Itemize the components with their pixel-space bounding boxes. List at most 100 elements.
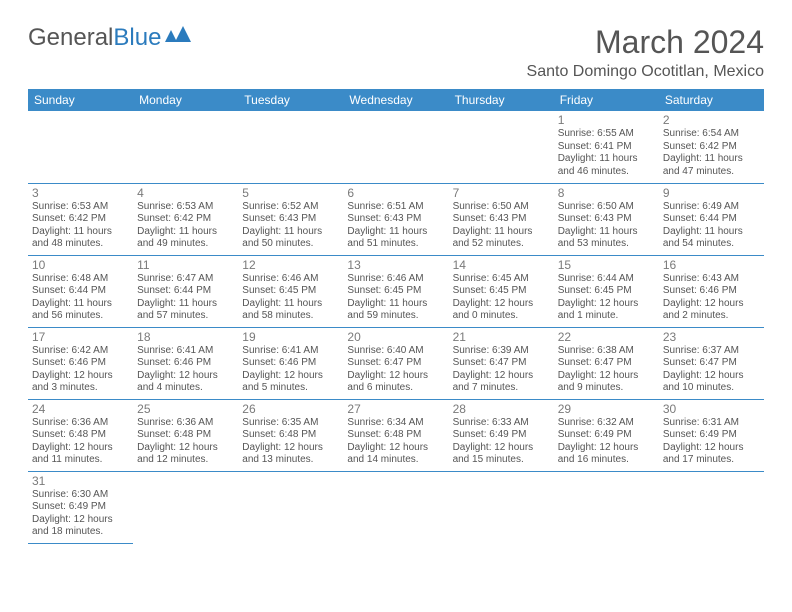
day-event-line: and 53 minutes. bbox=[558, 238, 655, 251]
calendar-cell: 9Sunrise: 6:49 AMSunset: 6:44 PMDaylight… bbox=[659, 183, 764, 255]
day-event-line: Daylight: 11 hours bbox=[347, 298, 444, 311]
calendar-cell: 31Sunrise: 6:30 AMSunset: 6:49 PMDayligh… bbox=[28, 471, 133, 543]
day-event-line: Daylight: 11 hours bbox=[242, 226, 339, 239]
day-event-line: Sunrise: 6:35 AM bbox=[242, 417, 339, 430]
calendar-cell-empty bbox=[449, 471, 554, 543]
day-event-line: Daylight: 11 hours bbox=[347, 226, 444, 239]
day-number: 16 bbox=[663, 258, 760, 272]
day-number: 27 bbox=[347, 402, 444, 416]
day-event-line: Sunset: 6:45 PM bbox=[242, 285, 339, 298]
calendar-cell: 28Sunrise: 6:33 AMSunset: 6:49 PMDayligh… bbox=[449, 399, 554, 471]
day-event-line: and 18 minutes. bbox=[32, 526, 129, 539]
logo-flag-icon bbox=[165, 26, 191, 44]
day-number: 3 bbox=[32, 186, 129, 200]
page-title: March 2024 bbox=[527, 24, 764, 61]
day-event-line: Daylight: 11 hours bbox=[663, 226, 760, 239]
day-event-line: and 10 minutes. bbox=[663, 382, 760, 395]
calendar-cell: 5Sunrise: 6:52 AMSunset: 6:43 PMDaylight… bbox=[238, 183, 343, 255]
calendar-cell: 30Sunrise: 6:31 AMSunset: 6:49 PMDayligh… bbox=[659, 399, 764, 471]
day-event-line: Sunrise: 6:30 AM bbox=[32, 489, 129, 502]
day-event-line: and 59 minutes. bbox=[347, 310, 444, 323]
day-event-line: Daylight: 11 hours bbox=[453, 226, 550, 239]
day-event-line: Sunset: 6:45 PM bbox=[453, 285, 550, 298]
day-number: 9 bbox=[663, 186, 760, 200]
day-number: 7 bbox=[453, 186, 550, 200]
day-event-line: and 13 minutes. bbox=[242, 454, 339, 467]
day-event-line: Sunset: 6:49 PM bbox=[558, 429, 655, 442]
day-number: 30 bbox=[663, 402, 760, 416]
day-event-line: Daylight: 11 hours bbox=[558, 153, 655, 166]
day-number: 6 bbox=[347, 186, 444, 200]
day-event-line: and 6 minutes. bbox=[347, 382, 444, 395]
day-number: 21 bbox=[453, 330, 550, 344]
day-event-line: Sunrise: 6:50 AM bbox=[558, 201, 655, 214]
day-event-line: Daylight: 11 hours bbox=[137, 298, 234, 311]
day-event-line: Sunrise: 6:38 AM bbox=[558, 345, 655, 358]
day-event-line: Sunrise: 6:53 AM bbox=[32, 201, 129, 214]
day-number: 8 bbox=[558, 186, 655, 200]
day-number: 5 bbox=[242, 186, 339, 200]
day-event-line: and 50 minutes. bbox=[242, 238, 339, 251]
weekday-header: Friday bbox=[554, 89, 659, 111]
day-event-line: Sunset: 6:43 PM bbox=[558, 213, 655, 226]
calendar-cell: 25Sunrise: 6:36 AMSunset: 6:48 PMDayligh… bbox=[133, 399, 238, 471]
calendar-cell: 14Sunrise: 6:45 AMSunset: 6:45 PMDayligh… bbox=[449, 255, 554, 327]
day-event-line: Sunset: 6:45 PM bbox=[347, 285, 444, 298]
calendar-cell: 12Sunrise: 6:46 AMSunset: 6:45 PMDayligh… bbox=[238, 255, 343, 327]
day-event-line: Sunset: 6:47 PM bbox=[453, 357, 550, 370]
day-number: 25 bbox=[137, 402, 234, 416]
day-event-line: Sunset: 6:49 PM bbox=[32, 501, 129, 514]
day-number: 1 bbox=[558, 113, 655, 127]
day-number: 15 bbox=[558, 258, 655, 272]
day-event-line: Sunset: 6:43 PM bbox=[347, 213, 444, 226]
calendar-cell: 1Sunrise: 6:55 AMSunset: 6:41 PMDaylight… bbox=[554, 111, 659, 183]
day-event-line: and 4 minutes. bbox=[137, 382, 234, 395]
day-event-line: Sunset: 6:41 PM bbox=[558, 141, 655, 154]
calendar-cell-empty bbox=[659, 471, 764, 543]
day-event-line: Daylight: 11 hours bbox=[558, 226, 655, 239]
day-event-line: Daylight: 12 hours bbox=[347, 370, 444, 383]
calendar-cell-empty bbox=[133, 471, 238, 543]
calendar-cell-empty bbox=[343, 471, 448, 543]
day-event-line: Sunset: 6:48 PM bbox=[32, 429, 129, 442]
day-number: 20 bbox=[347, 330, 444, 344]
calendar-cell-empty bbox=[238, 471, 343, 543]
day-event-line: Daylight: 11 hours bbox=[663, 153, 760, 166]
day-event-line: Sunrise: 6:52 AM bbox=[242, 201, 339, 214]
day-event-line: Sunrise: 6:33 AM bbox=[453, 417, 550, 430]
day-event-line: Sunrise: 6:55 AM bbox=[558, 128, 655, 141]
day-event-line: and 16 minutes. bbox=[558, 454, 655, 467]
calendar-cell-empty bbox=[554, 471, 659, 543]
day-event-line: and 57 minutes. bbox=[137, 310, 234, 323]
day-event-line: Sunrise: 6:39 AM bbox=[453, 345, 550, 358]
day-event-line: Sunset: 6:43 PM bbox=[242, 213, 339, 226]
calendar-cell: 22Sunrise: 6:38 AMSunset: 6:47 PMDayligh… bbox=[554, 327, 659, 399]
day-event-line: and 7 minutes. bbox=[453, 382, 550, 395]
day-event-line: Sunset: 6:43 PM bbox=[453, 213, 550, 226]
day-event-line: Sunrise: 6:48 AM bbox=[32, 273, 129, 286]
day-event-line: Sunset: 6:46 PM bbox=[242, 357, 339, 370]
calendar-cell: 8Sunrise: 6:50 AMSunset: 6:43 PMDaylight… bbox=[554, 183, 659, 255]
day-event-line: Sunrise: 6:41 AM bbox=[137, 345, 234, 358]
calendar-cell: 27Sunrise: 6:34 AMSunset: 6:48 PMDayligh… bbox=[343, 399, 448, 471]
calendar-cell: 15Sunrise: 6:44 AMSunset: 6:45 PMDayligh… bbox=[554, 255, 659, 327]
header: GeneralBlue March 2024 Santo Domingo Oco… bbox=[28, 24, 764, 81]
day-event-line: Sunset: 6:48 PM bbox=[137, 429, 234, 442]
day-number: 18 bbox=[137, 330, 234, 344]
day-event-line: Sunset: 6:46 PM bbox=[137, 357, 234, 370]
day-event-line: Sunrise: 6:43 AM bbox=[663, 273, 760, 286]
day-event-line: Daylight: 11 hours bbox=[242, 298, 339, 311]
day-event-line: and 5 minutes. bbox=[242, 382, 339, 395]
day-event-line: and 51 minutes. bbox=[347, 238, 444, 251]
day-event-line: Sunrise: 6:40 AM bbox=[347, 345, 444, 358]
day-event-line: and 14 minutes. bbox=[347, 454, 444, 467]
day-number: 11 bbox=[137, 258, 234, 272]
day-number: 23 bbox=[663, 330, 760, 344]
day-event-line: Sunrise: 6:42 AM bbox=[32, 345, 129, 358]
day-number: 13 bbox=[347, 258, 444, 272]
calendar-cell: 10Sunrise: 6:48 AMSunset: 6:44 PMDayligh… bbox=[28, 255, 133, 327]
day-event-line: Sunset: 6:42 PM bbox=[137, 213, 234, 226]
day-event-line: Daylight: 11 hours bbox=[137, 226, 234, 239]
calendar-table: SundayMondayTuesdayWednesdayThursdayFrid… bbox=[28, 89, 764, 544]
calendar-cell-empty bbox=[238, 111, 343, 183]
